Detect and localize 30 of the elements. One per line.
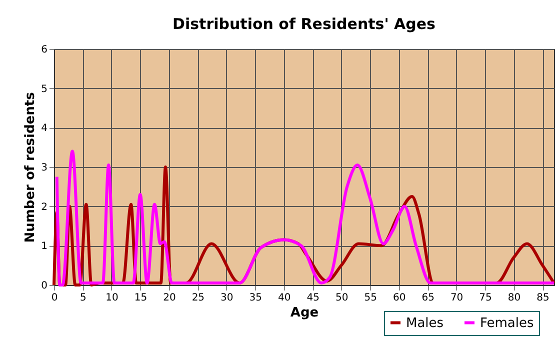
x-tick-label: 75 <box>479 292 492 304</box>
x-tick-label: 30 <box>220 292 234 304</box>
x-tick-label: 70 <box>450 292 464 304</box>
chart-title: Distribution of Residents' Ages <box>172 15 436 33</box>
y-tick-label: 1 <box>41 241 48 252</box>
y-tick-label: 3 <box>41 162 48 174</box>
y-tick-label: 2 <box>41 202 48 213</box>
legend-label: Females <box>480 316 534 331</box>
x-tick-label: 0 <box>51 292 58 304</box>
x-tick-label: 10 <box>106 292 118 304</box>
y-tick-label: 4 <box>41 123 48 134</box>
x-tick-label: 25 <box>192 292 205 304</box>
x-tick-label: 15 <box>134 292 148 304</box>
x-tick-label: 5 <box>80 292 86 304</box>
y-tick-label: 6 <box>41 44 48 56</box>
x-tick-label: 35 <box>249 292 262 304</box>
x-axis-title: Age <box>290 306 319 320</box>
x-tick-label: 65 <box>422 292 434 304</box>
x-tick-label: 85 <box>536 292 550 304</box>
y-axis-title: Number of residents <box>23 92 38 243</box>
x-tick-label: 80 <box>508 292 521 304</box>
x-tick-label: 20 <box>163 292 176 304</box>
y-tick-label: 0 <box>41 280 48 292</box>
legend-label: Males <box>406 316 444 331</box>
y-tick-label: 5 <box>41 84 48 95</box>
x-tick-label: 45 <box>306 292 320 304</box>
x-tick-label: 50 <box>335 292 348 304</box>
x-tick-label: 40 <box>278 292 291 304</box>
x-tick-label: 55 <box>364 292 377 304</box>
x-tick-label: 60 <box>392 292 406 304</box>
